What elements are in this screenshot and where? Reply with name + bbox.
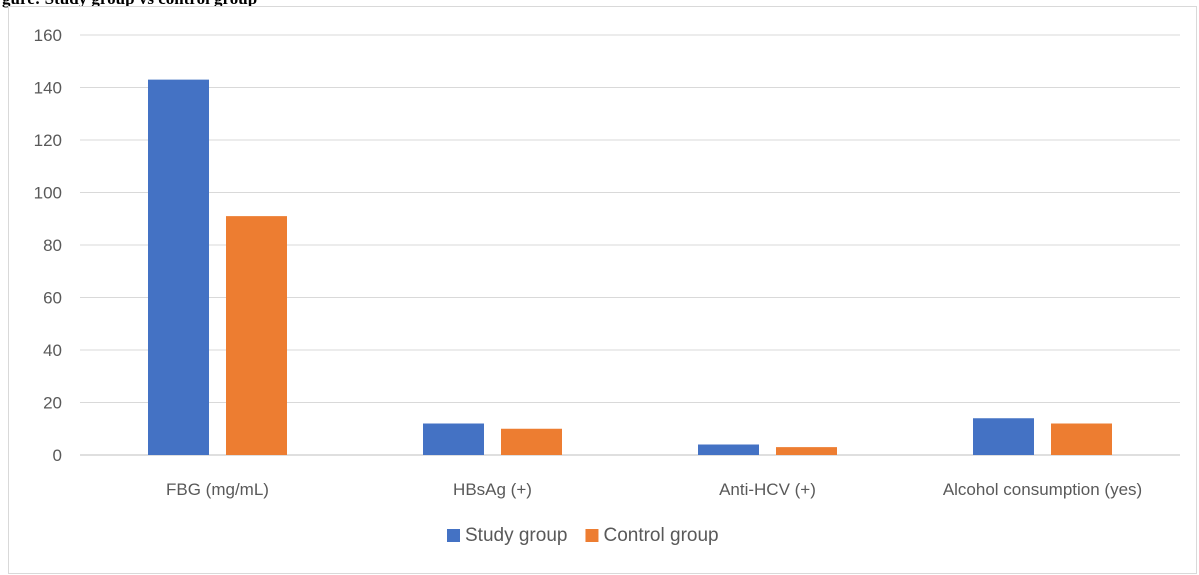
bar bbox=[226, 216, 287, 455]
bar bbox=[148, 79, 209, 455]
bar bbox=[501, 428, 562, 455]
x-tick-label: FBG (mg/mL) bbox=[166, 480, 269, 499]
y-tick-label: 160 bbox=[34, 26, 62, 45]
y-axis-ticks: 0 20 40 60 80 100 120 140 160 bbox=[34, 26, 62, 465]
x-tick-label: HBsAg (+) bbox=[453, 480, 532, 499]
y-tick-label: 80 bbox=[43, 236, 62, 255]
legend-swatch bbox=[447, 529, 460, 542]
legend-label: Study group bbox=[465, 525, 567, 546]
bar bbox=[423, 423, 484, 455]
legend: Study group Control group bbox=[447, 525, 719, 546]
y-tick-label: 140 bbox=[34, 79, 62, 98]
y-tick-label: 40 bbox=[43, 341, 62, 360]
x-tick-label: Alcohol consumption (yes) bbox=[943, 480, 1142, 499]
y-tick-label: 100 bbox=[34, 184, 62, 203]
y-tick-label: 20 bbox=[43, 394, 62, 413]
chart-title: gure: Study group vs control group bbox=[2, 0, 257, 9]
y-tick-label: 60 bbox=[43, 289, 62, 308]
bars bbox=[148, 79, 1112, 455]
legend-swatch bbox=[585, 529, 599, 542]
bar bbox=[1051, 423, 1112, 455]
legend-label: Control group bbox=[603, 525, 718, 546]
bar bbox=[776, 447, 837, 455]
x-tick-label: Anti-HCV (+) bbox=[719, 480, 816, 499]
bar bbox=[973, 418, 1034, 455]
x-axis-labels: FBG (mg/mL) HBsAg (+) Anti-HCV (+) Alcohol … bbox=[166, 480, 1142, 499]
y-tick-label: 0 bbox=[53, 446, 62, 465]
bar bbox=[698, 444, 759, 455]
y-tick-label: 120 bbox=[34, 131, 62, 150]
